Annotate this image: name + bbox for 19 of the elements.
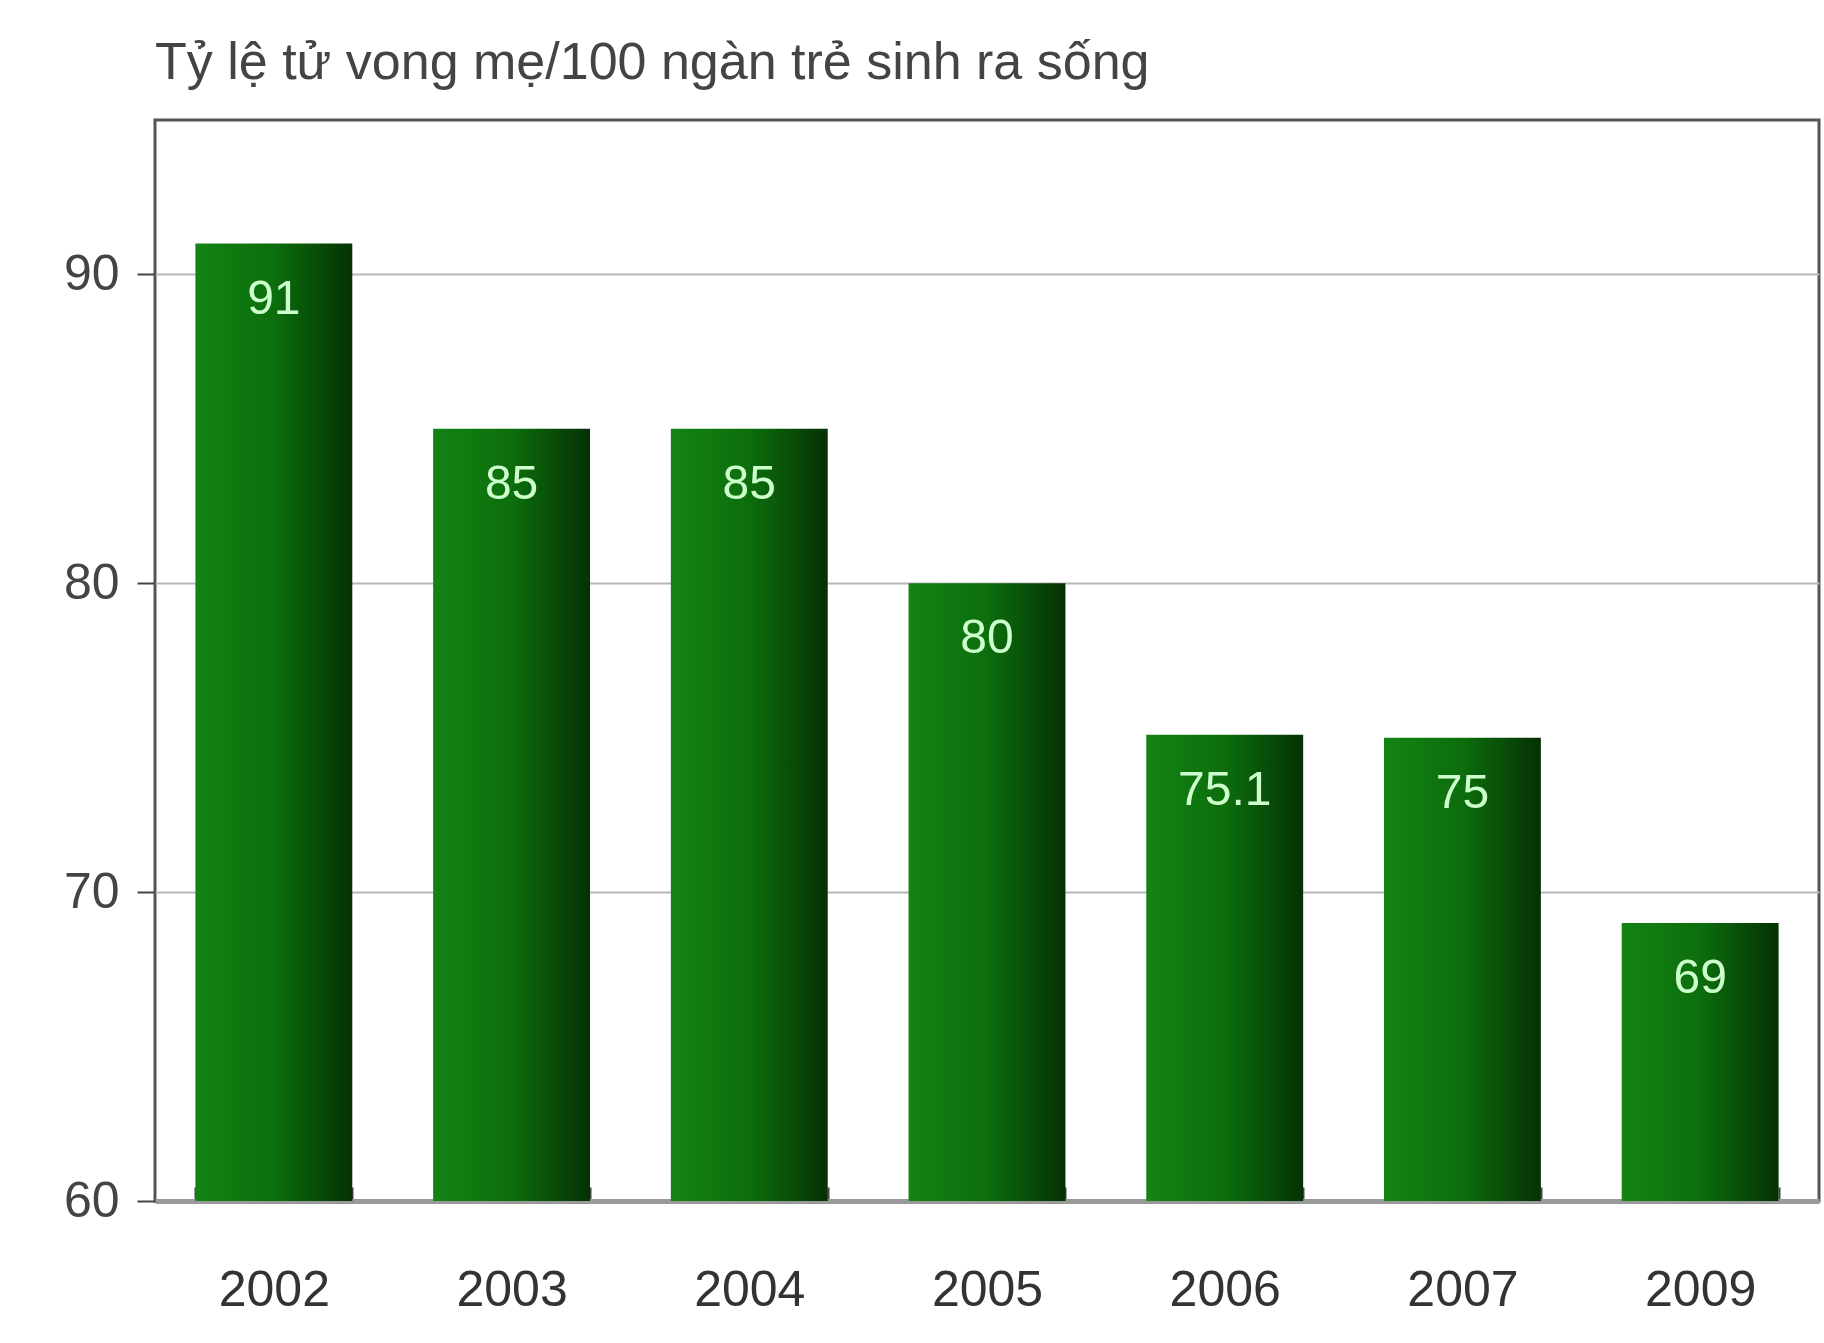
x-tick-label: 2005 — [931, 1260, 1044, 1317]
x-tick-label: 2002 — [218, 1260, 330, 1317]
y-tick-label: 60 — [63, 1171, 120, 1228]
x-tick-label: 2009 — [1645, 1260, 1757, 1317]
data-label: 91 — [247, 270, 301, 324]
x-tick-label: 2004 — [694, 1260, 806, 1317]
x-tick-label: 2006 — [1169, 1260, 1281, 1317]
data-label: 80 — [960, 610, 1014, 664]
data-label: 75.1 — [1178, 761, 1272, 815]
data-label: 75 — [1435, 764, 1490, 818]
y-tick-label: 80 — [63, 553, 120, 610]
y-tick-label: 70 — [63, 862, 120, 919]
x-tick-label: 2007 — [1407, 1260, 1519, 1317]
x-tick-label: 2003 — [456, 1260, 568, 1317]
data-label: 85 — [484, 455, 539, 509]
chart-title: Tỷ lệ tử vong mẹ/100 ngàn trẻ sinh ra sống — [155, 32, 1150, 90]
data-label: 85 — [722, 455, 776, 509]
y-tick-label: 90 — [63, 244, 120, 301]
data-label: 69 — [1673, 950, 1727, 1004]
